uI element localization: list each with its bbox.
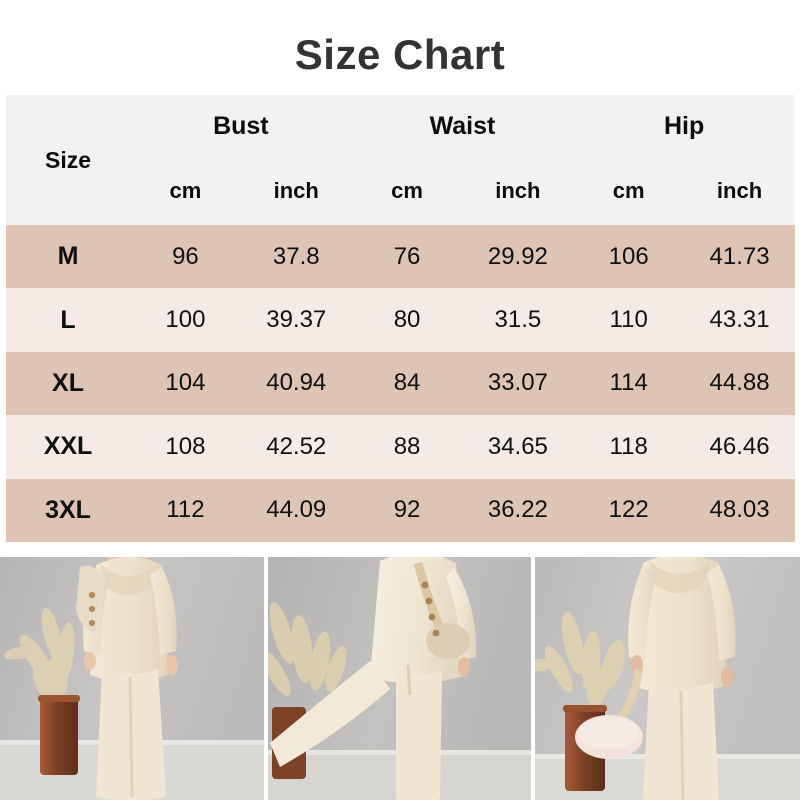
cell-size: 3XL — [6, 478, 131, 542]
product-photo-strip — [0, 557, 800, 800]
cell-hip-cm: 114 — [573, 351, 685, 416]
cell-bust-inch: 37.8 — [240, 225, 352, 289]
column-header-waist-inch: inch — [462, 157, 574, 225]
cell-size: XXL — [6, 415, 131, 479]
table-row: XL 104 40.94 84 33.07 114 44.88 — [6, 351, 795, 416]
column-header-bust-inch: inch — [240, 157, 352, 225]
cell-bust-inch: 40.94 — [240, 351, 352, 416]
cell-hip-cm: 122 — [573, 478, 685, 542]
table-body: M 96 37.8 76 29.92 106 41.73 L 100 39.37… — [6, 225, 795, 542]
cell-waist-inch: 33.07 — [462, 351, 574, 416]
size-table-container: Size Bust Waist Hip cm inch cm inch cm i… — [6, 95, 795, 542]
cell-size: M — [6, 225, 131, 289]
cell-hip-cm: 118 — [573, 415, 685, 479]
cell-hip-inch: 41.73 — [684, 225, 795, 289]
cell-waist-cm: 88 — [351, 415, 463, 479]
table-header-group-row: Size Bust Waist Hip — [6, 95, 795, 225]
title-bar: Size Chart — [0, 22, 800, 88]
cell-bust-inch: 39.37 — [240, 288, 352, 352]
cell-size: XL — [6, 351, 131, 416]
cell-bust-cm: 100 — [130, 288, 241, 352]
table-row: XXL 108 42.52 88 34.65 118 46.46 — [6, 415, 795, 479]
cell-bust-inch: 44.09 — [240, 478, 352, 542]
table-row: L 100 39.37 80 31.5 110 43.31 — [6, 288, 795, 352]
column-header-size: Size — [6, 95, 131, 225]
product-photo-3-image — [535, 557, 800, 800]
cell-waist-cm: 84 — [351, 351, 463, 416]
cell-hip-inch: 48.03 — [684, 478, 795, 542]
cell-waist-inch: 34.65 — [462, 415, 574, 479]
product-photo-2 — [268, 557, 531, 800]
column-header-hip-cm: cm — [573, 157, 685, 225]
cell-bust-cm: 112 — [130, 478, 241, 542]
page-title: Size Chart — [294, 31, 506, 78]
cell-hip-inch: 44.88 — [684, 351, 795, 416]
cell-bust-inch: 42.52 — [240, 415, 352, 479]
product-photo-1 — [0, 557, 264, 800]
cell-waist-inch: 31.5 — [462, 288, 574, 352]
cell-hip-cm: 106 — [573, 225, 685, 289]
column-header-bust-cm: cm — [130, 157, 241, 225]
table-row: 3XL 112 44.09 92 36.22 122 48.03 — [6, 478, 795, 542]
size-table: Size Bust Waist Hip cm inch cm inch cm i… — [6, 95, 795, 542]
product-photo-1-image — [0, 557, 264, 800]
cell-waist-cm: 76 — [351, 225, 463, 289]
cell-waist-cm: 80 — [351, 288, 463, 352]
table-row: M 96 37.8 76 29.92 106 41.73 — [6, 225, 795, 289]
cell-waist-cm: 92 — [351, 478, 463, 542]
cell-bust-cm: 96 — [130, 225, 241, 289]
cell-waist-inch: 36.22 — [462, 478, 574, 542]
column-group-header-hip: Hip — [573, 95, 795, 157]
product-photo-3 — [535, 557, 800, 800]
column-group-header-bust: Bust — [130, 95, 352, 157]
cell-waist-inch: 29.92 — [462, 225, 574, 289]
column-group-header-waist: Waist — [351, 95, 574, 157]
column-header-hip-inch: inch — [684, 157, 795, 225]
cell-bust-cm: 104 — [130, 351, 241, 416]
product-photo-2-image — [268, 557, 531, 800]
cell-hip-cm: 110 — [573, 288, 685, 352]
cell-hip-inch: 43.31 — [684, 288, 795, 352]
column-header-waist-cm: cm — [351, 157, 463, 225]
cell-bust-cm: 108 — [130, 415, 241, 479]
table-header-unit-row: cm inch cm inch cm inch — [6, 157, 795, 225]
cell-hip-inch: 46.46 — [684, 415, 795, 479]
cell-size: L — [6, 288, 131, 352]
table-head: Size Bust Waist Hip cm inch cm inch cm i… — [6, 95, 795, 225]
